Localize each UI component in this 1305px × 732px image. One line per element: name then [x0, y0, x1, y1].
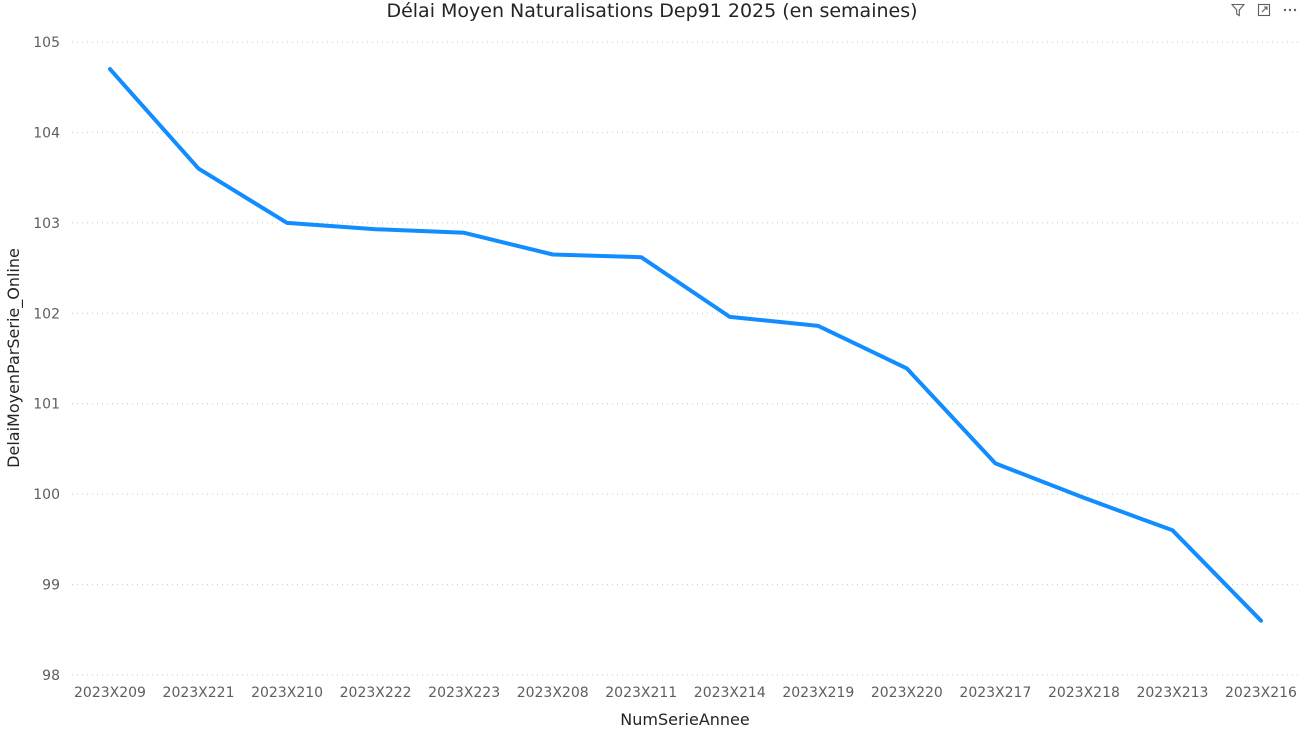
filter-icon[interactable] — [1229, 1, 1247, 19]
y-tick-label: 105 — [33, 35, 60, 51]
data-point[interactable] — [196, 166, 201, 171]
focus-mode-icon[interactable] — [1255, 1, 1273, 19]
x-tick-label: 2023X216 — [1225, 685, 1297, 701]
y-tick-label: 98 — [42, 668, 60, 684]
y-axis-ticks: 98 99 100 101 102 103 104 105 — [33, 35, 60, 684]
data-point[interactable] — [373, 227, 378, 232]
x-tick-label: 2023X208 — [517, 685, 589, 701]
x-tick-label: 2023X220 — [871, 685, 943, 701]
x-tick-label: 2023X214 — [694, 685, 766, 701]
y-axis-title: DelaiMoyenParSerie_Online — [4, 248, 24, 468]
data-point[interactable] — [1259, 618, 1264, 623]
data-point[interactable] — [285, 220, 290, 225]
data-point[interactable] — [816, 323, 821, 328]
y-tick-label: 100 — [33, 487, 60, 503]
x-tick-label: 2023X219 — [782, 685, 854, 701]
x-tick-label: 2023X211 — [605, 685, 677, 701]
y-tick-label: 102 — [33, 306, 60, 322]
y-tick-label: 101 — [33, 397, 60, 413]
y-tick-label: 103 — [33, 216, 60, 232]
data-point[interactable] — [462, 230, 467, 235]
data-point[interactable] — [1081, 495, 1086, 500]
y-tick-label: 104 — [33, 125, 60, 141]
x-tick-label: 2023X222 — [340, 685, 412, 701]
x-tick-label: 2023X213 — [1136, 685, 1208, 701]
data-point[interactable] — [904, 366, 909, 371]
data-point[interactable] — [639, 255, 644, 260]
data-point[interactable] — [727, 314, 732, 319]
series-line — [108, 67, 1263, 623]
more-options-icon[interactable] — [1281, 1, 1299, 19]
data-point[interactable] — [993, 461, 998, 466]
chart-title: Délai Moyen Naturalisations Dep91 2025 (… — [386, 0, 917, 22]
x-axis-title: NumSerieAnnee — [620, 710, 749, 729]
series-layer — [108, 67, 1264, 623]
x-tick-label: 2023X209 — [74, 685, 146, 701]
x-tick-label: 2023X221 — [163, 685, 235, 701]
gridlines — [72, 41, 1300, 676]
data-point[interactable] — [550, 252, 555, 257]
x-tick-label: 2023X223 — [428, 685, 500, 701]
visual-header — [1229, 0, 1299, 20]
data-point[interactable] — [1170, 528, 1175, 533]
data-point[interactable] — [108, 67, 113, 72]
x-tick-label: 2023X217 — [959, 685, 1031, 701]
y-tick-label: 99 — [42, 578, 60, 594]
x-tick-label: 2023X210 — [251, 685, 323, 701]
x-axis-ticks: 2023X209 2023X221 2023X210 2023X222 2023X223… — [74, 685, 1297, 701]
x-tick-label: 2023X218 — [1048, 685, 1120, 701]
